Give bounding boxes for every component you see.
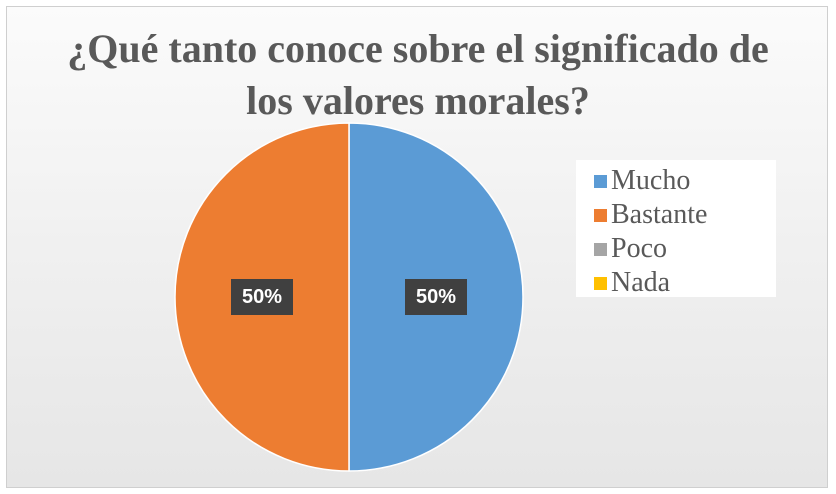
legend-label-poco: Poco	[611, 233, 667, 264]
legend-label-mucho: Mucho	[611, 165, 691, 196]
legend-swatch-nada	[594, 276, 607, 290]
legend-item-nada: Nada	[594, 266, 670, 300]
legend-item-mucho: Mucho	[594, 164, 690, 198]
legend-item-bastante: Bastante	[594, 198, 707, 232]
legend-swatch-bastante	[594, 208, 607, 222]
chart-area: ¿Qué tanto conoce sobre el significado d…	[6, 6, 828, 488]
legend-swatch-poco	[594, 242, 607, 256]
legend-swatch-mucho	[594, 174, 607, 188]
legend-label-bastante: Bastante	[611, 199, 708, 230]
data-label-bastante: 50%	[231, 279, 293, 315]
legend: Mucho Bastante Poco Nada	[576, 160, 776, 300]
chart-title: ¿Qué tanto conoce sobre el significado d…	[7, 23, 829, 127]
chart-title-line-2: los valores morales?	[246, 78, 590, 123]
legend-item-poco: Poco	[594, 232, 667, 266]
chart-title-line-1: ¿Qué tanto conoce sobre el significado d…	[67, 26, 769, 71]
legend-label-nada: Nada	[611, 267, 671, 298]
data-label-mucho: 50%	[405, 279, 467, 315]
